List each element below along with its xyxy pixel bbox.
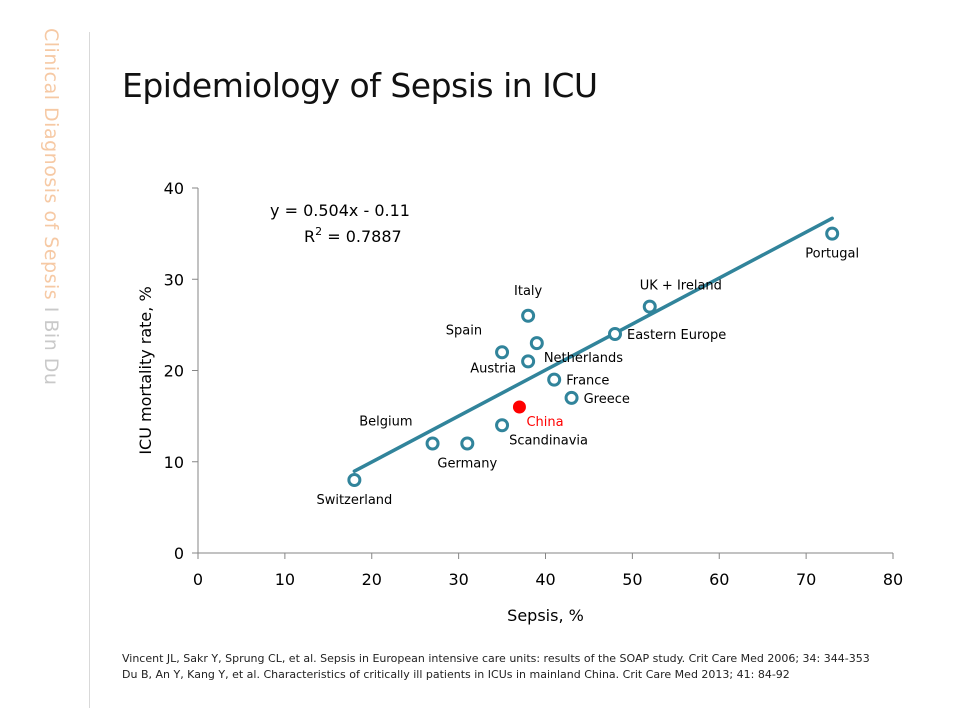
data-label-spain: Spain <box>446 323 482 338</box>
data-point-france <box>547 372 562 387</box>
data-label-china: China <box>526 415 563 430</box>
data-label-france: France <box>566 374 609 389</box>
x-tick-label: 30 <box>448 570 468 589</box>
x-tick-label: 50 <box>622 570 642 589</box>
data-label-scandinavia: Scandinavia <box>509 433 588 448</box>
data-label-italy: Italy <box>514 284 543 299</box>
y-tick-label: 30 <box>164 270 184 289</box>
reference-2: Du B, An Y, Kang Y, et al. Characteristi… <box>122 668 790 681</box>
x-tick-label: 60 <box>709 570 729 589</box>
y-tick-label: 10 <box>164 453 184 472</box>
vertical-divider <box>89 32 90 708</box>
data-point-spain <box>495 345 510 360</box>
data-point-uk-ireland <box>642 299 657 314</box>
data-point-italy <box>521 308 536 323</box>
data-label-switzerland: Switzerland <box>316 493 392 508</box>
data-label-germany: Germany <box>437 457 497 472</box>
data-label-uk-ireland: UK + Ireland <box>640 279 722 294</box>
data-label-eastern-europe: Eastern Europe <box>627 328 726 343</box>
x-tick-label: 80 <box>883 570 903 589</box>
x-axis-title: Sepsis, % <box>507 606 584 625</box>
side-caption-title: Clinical Diagnosis of Sepsis <box>40 28 62 301</box>
data-point-eastern-europe <box>608 327 622 341</box>
y-tick-label: 40 <box>164 179 184 198</box>
references: Vincent JL, Sakr Y, Sprung CL, et al. Se… <box>122 651 870 683</box>
y-tick-label: 0 <box>174 544 184 563</box>
side-caption-author: Bin Du <box>40 319 62 386</box>
y-tick-label: 20 <box>164 362 184 381</box>
data-point-germany <box>460 436 475 451</box>
reference-1: Vincent JL, Sakr Y, Sprung CL, et al. Se… <box>122 652 870 665</box>
trendline-equation: y = 0.504x - 0.11 <box>270 201 410 220</box>
data-label-belgium: Belgium <box>359 415 412 430</box>
x-tick-label: 20 <box>362 570 382 589</box>
data-point-belgium <box>425 436 440 451</box>
data-point-portugal <box>825 226 840 241</box>
data-label-netherlands: Netherlands <box>544 351 623 366</box>
x-tick-label: 40 <box>535 570 555 589</box>
x-tick-label: 70 <box>796 570 816 589</box>
x-tick-label: 0 <box>193 570 203 589</box>
data-point-netherlands <box>529 336 544 351</box>
data-point-china <box>512 400 526 414</box>
data-point-greece <box>564 390 579 405</box>
data-label-greece: Greece <box>584 392 630 407</box>
data-point-austria <box>521 354 536 369</box>
y-axis-title: ICU mortality rate, % <box>136 286 155 454</box>
r-squared-label: R2 = 0.7887 <box>304 225 402 246</box>
x-tick-label: 10 <box>275 570 295 589</box>
data-point-switzerland <box>347 473 362 487</box>
data-label-portugal: Portugal <box>805 247 859 262</box>
slide-title: Epidemiology of Sepsis in ICU <box>122 66 598 105</box>
data-point-scandinavia <box>495 418 510 433</box>
side-caption: Clinical Diagnosis of Sepsis I Bin Du <box>40 28 62 385</box>
trendline <box>352 216 834 473</box>
data-label-austria: Austria <box>470 361 516 376</box>
side-caption-separator: I <box>40 300 62 320</box>
